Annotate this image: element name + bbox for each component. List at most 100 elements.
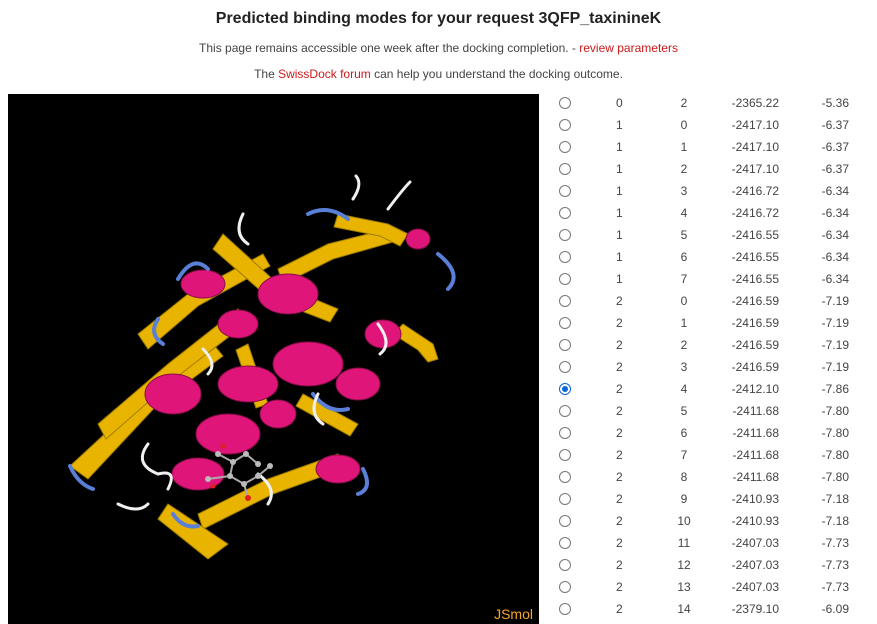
element-id: 11 (677, 536, 691, 550)
delta-g-value: -6.34 (821, 206, 849, 220)
delta-g-value: -7.19 (821, 316, 849, 330)
review-parameters-link[interactable]: review parameters (579, 41, 678, 55)
cluster-id: 2 (616, 580, 623, 594)
binding-mode-row[interactable]: 2 6 -2411.68 -7.80 (552, 423, 877, 445)
binding-mode-row[interactable]: 1 7 -2416.55 -6.34 (552, 269, 877, 291)
binding-mode-row[interactable]: 2 9 -2410.93 -7.18 (552, 489, 877, 511)
mode-radio-button[interactable] (559, 537, 571, 549)
element-id: 2 (680, 338, 688, 352)
full-fitness-value: -2410.93 (731, 492, 779, 506)
ligand-molecule (205, 443, 273, 501)
mode-radio-button[interactable] (559, 383, 571, 395)
element-id: 1 (680, 316, 688, 330)
mode-radio-button[interactable] (559, 603, 571, 615)
mode-radio-button[interactable] (559, 163, 571, 175)
binding-mode-row[interactable]: 0 2 -2365.22 -5.36 (552, 93, 877, 115)
delta-g-value: -6.37 (821, 162, 849, 176)
binding-mode-row[interactable]: 1 6 -2416.55 -6.34 (552, 247, 877, 269)
binding-mode-row[interactable]: 2 2 -2416.59 -7.19 (552, 335, 877, 357)
delta-g-value: -7.80 (821, 404, 849, 418)
cluster-id: 1 (616, 118, 623, 132)
binding-mode-row[interactable]: 2 5 -2411.68 -7.80 (552, 401, 877, 423)
full-fitness-value: -2417.10 (731, 162, 779, 176)
delta-g-value: -7.80 (821, 426, 849, 440)
mode-radio-button[interactable] (559, 493, 571, 505)
full-fitness-value: -2411.68 (732, 470, 779, 484)
cluster-id: 1 (616, 140, 623, 154)
binding-mode-row[interactable]: 2 13 -2407.03 -7.73 (552, 577, 877, 599)
element-id: 2 (680, 162, 688, 176)
mode-radio-button[interactable] (559, 449, 571, 461)
element-id: 6 (680, 426, 688, 440)
mode-radio-button[interactable] (559, 361, 571, 373)
mode-radio-button[interactable] (559, 581, 571, 593)
binding-mode-row[interactable]: 2 1 -2416.59 -7.19 (552, 313, 877, 335)
element-id: 13 (677, 580, 691, 594)
mode-radio-button[interactable] (559, 427, 571, 439)
element-id: 3 (680, 360, 688, 374)
cluster-id: 0 (616, 96, 623, 110)
mode-radio-button[interactable] (559, 97, 571, 109)
element-id: 0 (680, 294, 688, 308)
binding-mode-row[interactable]: 1 4 -2416.72 -6.34 (552, 203, 877, 225)
delta-g-value: -7.19 (821, 294, 849, 308)
forum-suffix: can help you understand the docking outc… (370, 67, 623, 81)
binding-mode-row[interactable]: 1 5 -2416.55 -6.34 (552, 225, 877, 247)
mode-radio-button[interactable] (559, 471, 571, 483)
full-fitness-value: -2411.68 (732, 448, 779, 462)
availability-note: This page remains accessible one week af… (0, 41, 877, 55)
delta-g-value: -7.86 (821, 382, 849, 396)
mode-radio-button[interactable] (559, 405, 571, 417)
mode-radio-button[interactable] (559, 273, 571, 285)
full-fitness-value: -2416.72 (731, 206, 779, 220)
binding-mode-row[interactable]: 2 7 -2411.68 -7.80 (552, 445, 877, 467)
mode-radio-button[interactable] (559, 229, 571, 241)
binding-mode-row[interactable]: 2 4 -2412.10 -7.86 (552, 379, 877, 401)
delta-g-value: -7.18 (821, 514, 849, 528)
cluster-id: 2 (616, 294, 623, 308)
element-id: 12 (677, 558, 691, 572)
element-id: 2 (680, 96, 688, 110)
full-fitness-value: -2411.68 (732, 404, 779, 418)
binding-mode-row[interactable]: 1 2 -2417.10 -6.37 (552, 159, 877, 181)
element-id: 9 (680, 492, 688, 506)
binding-mode-row[interactable]: 2 14 -2379.10 -6.09 (552, 599, 877, 621)
full-fitness-value: -2416.59 (731, 338, 779, 352)
mode-radio-button[interactable] (559, 317, 571, 329)
cluster-id: 2 (616, 360, 623, 374)
mode-radio-button[interactable] (559, 515, 571, 527)
binding-mode-row[interactable]: 2 3 -2416.59 -7.19 (552, 357, 877, 379)
element-id: 4 (680, 382, 688, 396)
cluster-id: 2 (616, 602, 623, 616)
mode-radio-button[interactable] (559, 295, 571, 307)
cluster-id: 1 (616, 272, 623, 286)
element-id: 1 (680, 140, 688, 154)
full-fitness-value: -2416.59 (731, 360, 779, 374)
molecule-viewer[interactable]: JSmol (8, 94, 539, 624)
mode-radio-button[interactable] (559, 141, 571, 153)
cluster-id: 2 (616, 448, 623, 462)
mode-radio-button[interactable] (559, 251, 571, 263)
swissdock-forum-link[interactable]: SwissDock forum (278, 67, 371, 81)
forum-prefix: The (254, 67, 279, 81)
mode-radio-button[interactable] (559, 185, 571, 197)
binding-mode-row[interactable]: 2 8 -2411.68 -7.80 (552, 467, 877, 489)
binding-modes-list: 0 2 -2365.22 -5.36 1 0 -2417.10 -6.37 1 1 -2417.10… (552, 93, 877, 621)
binding-mode-row[interactable]: 1 1 -2417.10 -6.37 (552, 137, 877, 159)
mode-radio-button[interactable] (559, 559, 571, 571)
binding-mode-row[interactable]: 1 3 -2416.72 -6.34 (552, 181, 877, 203)
delta-g-value: -6.34 (821, 272, 849, 286)
binding-mode-row[interactable]: 1 0 -2417.10 -6.37 (552, 115, 877, 137)
cluster-id: 1 (616, 206, 623, 220)
binding-mode-row[interactable]: 2 0 -2416.59 -7.19 (552, 291, 877, 313)
mode-radio-button[interactable] (559, 119, 571, 131)
delta-g-value: -6.34 (821, 228, 849, 242)
delta-g-value: -6.37 (821, 140, 849, 154)
binding-mode-row[interactable]: 2 12 -2407.03 -7.73 (552, 555, 877, 577)
binding-mode-row[interactable]: 2 11 -2407.03 -7.73 (552, 533, 877, 555)
full-fitness-value: -2416.55 (731, 250, 779, 264)
mode-radio-button[interactable] (559, 207, 571, 219)
full-fitness-value: -2407.03 (731, 558, 779, 572)
binding-mode-row[interactable]: 2 10 -2410.93 -7.18 (552, 511, 877, 533)
mode-radio-button[interactable] (559, 339, 571, 351)
